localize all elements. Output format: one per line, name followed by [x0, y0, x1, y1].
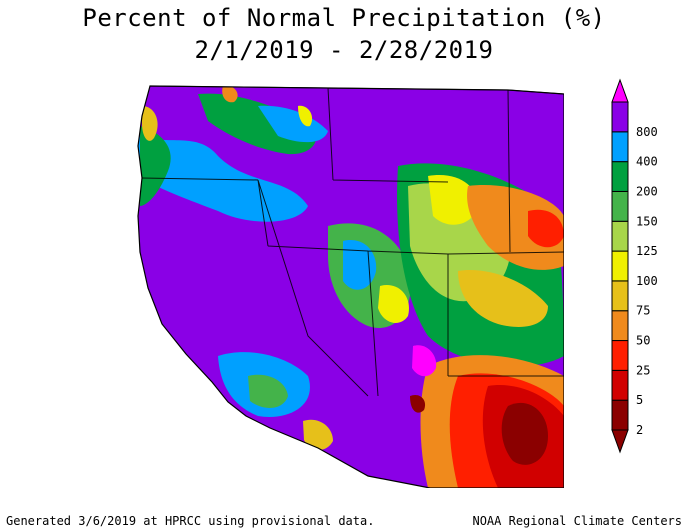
legend-label: 25: [636, 363, 650, 377]
legend-swatch: [611, 250, 629, 282]
legend-label: 75: [636, 304, 650, 318]
legend-top-arrow: [611, 78, 629, 103]
region-orange-east: [467, 185, 564, 270]
region-magenta-south: [412, 345, 437, 377]
generation-note: Generated 3/6/2019 at HPRCC using provis…: [6, 514, 375, 528]
region-yellow-north: [298, 105, 313, 127]
map-date-range: 2/1/2019 - 2/28/2019: [194, 36, 494, 64]
region-darkred-southeast: [501, 402, 548, 465]
legend-swatch: [611, 101, 629, 133]
region-blue-northwest: [138, 136, 308, 222]
legend-swatch: [611, 280, 629, 312]
region-darkred-south: [410, 394, 426, 413]
region-green-north: [198, 93, 317, 155]
source-credit: NOAA Regional Climate Centers: [472, 514, 682, 528]
legend-swatch: [611, 161, 629, 192]
legend-bottom-arrow: [611, 429, 629, 454]
legend-label: 50: [636, 334, 650, 348]
region-green-southwest: [248, 374, 288, 408]
region-yellow-east: [428, 175, 478, 225]
legend-swatch: [611, 369, 629, 401]
legend-label: 800: [636, 125, 658, 139]
legend-label: 2: [636, 423, 643, 437]
region-orange-east-south: [458, 270, 548, 327]
legend-swatch: [611, 220, 629, 252]
legend-label: 200: [636, 184, 658, 198]
legend-label: 150: [636, 214, 658, 228]
map-title: Percent of Normal Precipitation (%): [82, 4, 606, 32]
legend-label: 100: [636, 274, 658, 288]
region-red-east: [528, 209, 564, 248]
legend-swatch: [611, 190, 629, 222]
legend-swatch: [611, 131, 629, 163]
region-yellow-south: [303, 419, 333, 450]
region-yellow-central: [378, 285, 409, 323]
legend-label: 125: [636, 244, 658, 258]
legend-swatch: [611, 340, 629, 371]
legend-label: 400: [636, 155, 658, 169]
land-outline: [137, 85, 564, 488]
region-orange-north: [222, 86, 238, 103]
region-yellow-northwest: [142, 106, 158, 141]
region-green-northwest: [140, 126, 171, 206]
legend-label: 5: [636, 393, 643, 407]
region-blue-north: [258, 105, 328, 143]
legend-swatch: [611, 310, 629, 342]
precipitation-map: [137, 85, 564, 488]
legend-swatch: [611, 399, 629, 431]
